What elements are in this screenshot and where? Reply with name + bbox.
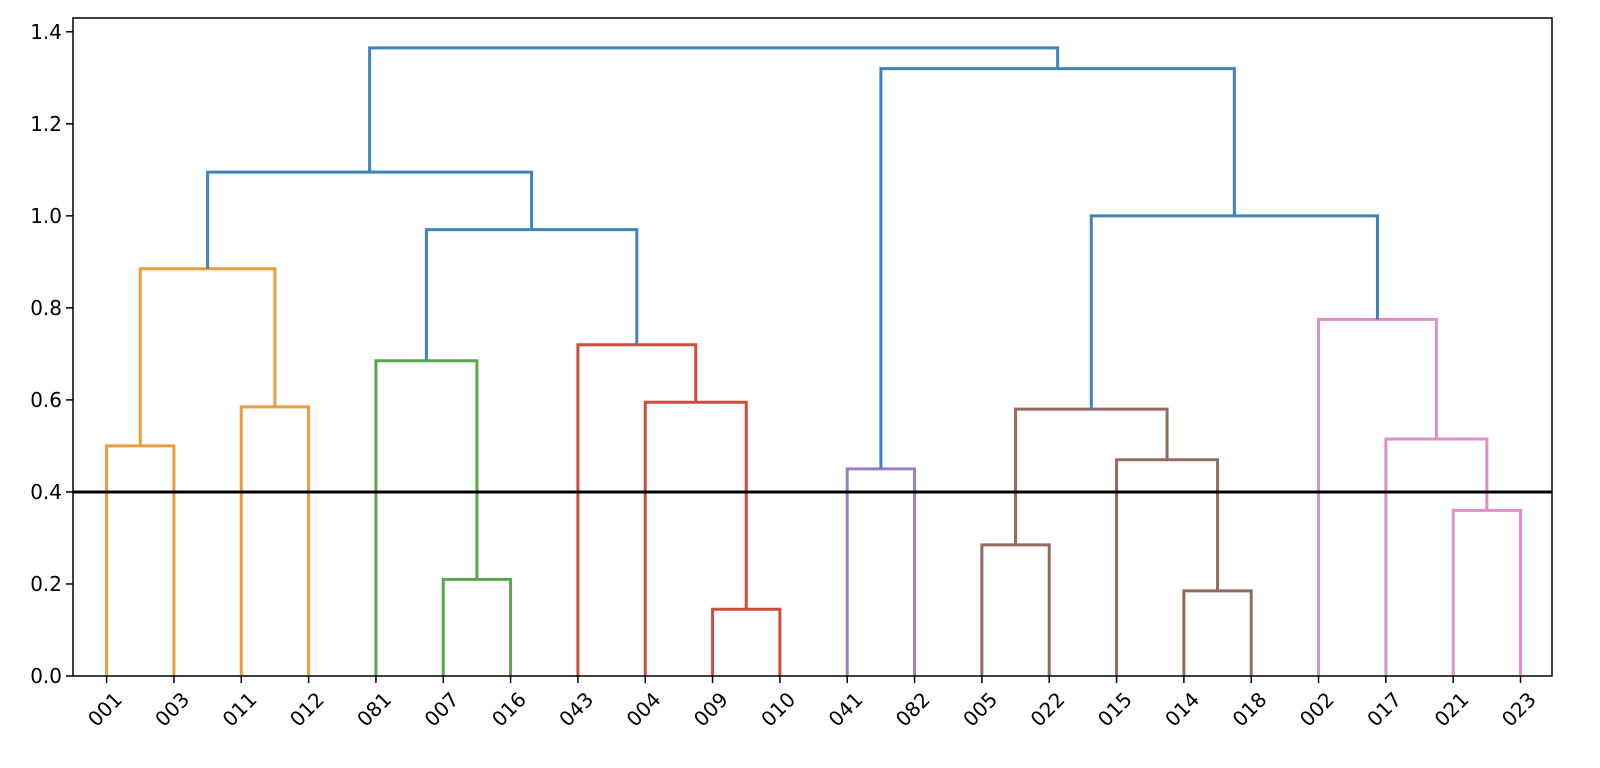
- dendrogram-link: [424, 228, 639, 361]
- dendrogram-link: [1451, 508, 1523, 676]
- dendrogram-link: [105, 444, 176, 676]
- dendrogram-link: [1182, 589, 1253, 676]
- leaf-label: 004: [622, 687, 666, 731]
- dendrogram-link: [1317, 317, 1438, 676]
- y-tick-label: 1.4: [30, 20, 62, 44]
- dendrogram-link: [1089, 214, 1379, 410]
- leaf-label: 014: [1160, 687, 1204, 731]
- plot-frame: [72, 17, 1553, 677]
- leaf-label: 011: [218, 687, 262, 731]
- y-tick-label: 0.8: [30, 296, 62, 320]
- leaf-label: 002: [1295, 687, 1339, 731]
- y-axis: 0.0 0.2 0.4 0.6 0.8 1.0 1.2 1.4: [30, 20, 73, 688]
- dendrogram-link: [374, 359, 479, 676]
- y-tick-label: 0.2: [30, 572, 62, 596]
- leaf-label: 018: [1228, 687, 1272, 731]
- leaf-label: 001: [83, 687, 127, 731]
- leaf-label: 043: [554, 687, 598, 731]
- leaf-label: 081: [352, 687, 396, 731]
- x-axis: 001 003 011 012 081 007 016 043 004 009 010 041 082 0…: [83, 676, 1541, 731]
- dendrogram-links: [105, 46, 1523, 676]
- y-tick-label: 1.2: [30, 112, 62, 136]
- y-tick-label: 0.6: [30, 388, 62, 412]
- leaf-label: 009: [689, 687, 733, 731]
- leaf-label: 007: [420, 687, 464, 731]
- leaf-label: 016: [487, 687, 531, 731]
- leaf-label: 010: [756, 687, 800, 731]
- dendrogram-link: [879, 67, 1236, 469]
- dendrogram-link: [576, 343, 698, 676]
- leaf-label: 041: [824, 687, 868, 731]
- dendrogram-link: [845, 467, 917, 676]
- dendrogram-link: [1384, 437, 1489, 676]
- dendrogram-link: [711, 607, 782, 676]
- leaf-label: 017: [1362, 687, 1406, 731]
- leaf-label: 015: [1093, 687, 1137, 731]
- dendrogram-link: [643, 400, 748, 676]
- leaf-label: 082: [891, 687, 935, 731]
- leaf-label: 003: [150, 687, 194, 731]
- leaf-label: 023: [1497, 687, 1541, 731]
- dendrogram-link: [138, 267, 277, 446]
- dendrogram-link: [368, 46, 1060, 173]
- dendrogram-link: [239, 405, 311, 676]
- y-tick-label: 0.4: [30, 480, 62, 504]
- y-tick-label: 1.0: [30, 204, 62, 228]
- dendrogram-link: [1014, 407, 1169, 545]
- dendrogram-link: [206, 170, 534, 269]
- leaf-label: 021: [1430, 687, 1474, 731]
- leaf-label: 012: [285, 687, 329, 731]
- leaf-label: 005: [958, 687, 1002, 731]
- y-tick-label: 0.0: [30, 664, 62, 688]
- dendrogram-link: [441, 577, 513, 676]
- leaf-label: 022: [1026, 687, 1070, 731]
- dendrogram-link: [980, 543, 1051, 676]
